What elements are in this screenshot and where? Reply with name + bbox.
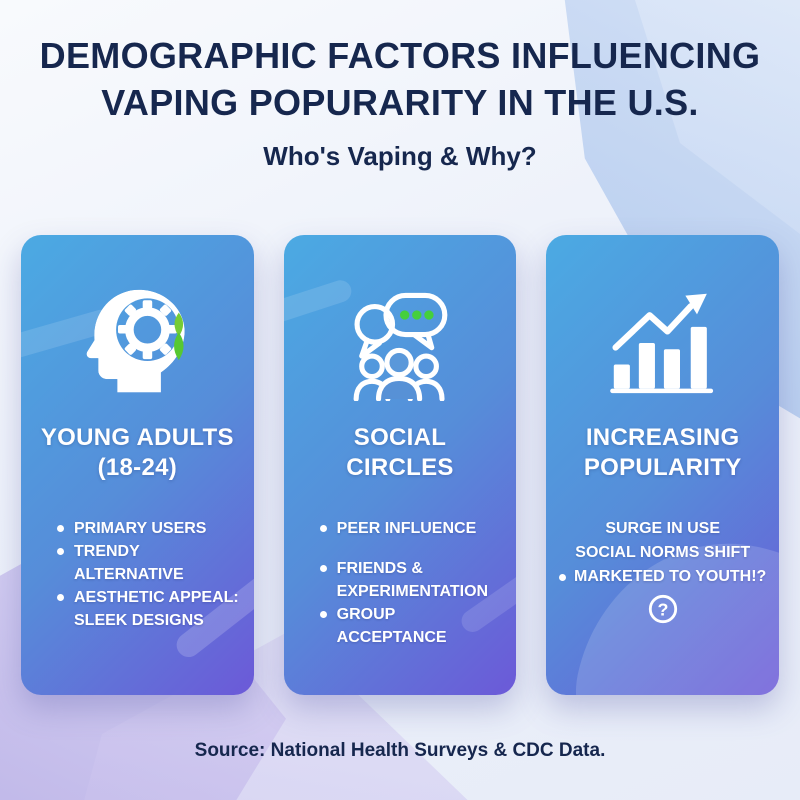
page-title-line1: DEMOGRAPHIC FACTORS INFLUENCING [39, 35, 761, 76]
source-text: Source: National Health Surveys & CDC Da… [194, 740, 606, 761]
list-item: PRIMARY USERS [57, 517, 240, 540]
page-subtitle: Who's Vaping & Why? [263, 141, 537, 171]
card-bullet-list: PRIMARY USERS TRENDY ALTERNATIVE AESTHET… [21, 517, 254, 632]
card-title: INCREASING POPULARITY [583, 424, 742, 481]
card-bullet-list: SURGE IN USE SOCIAL NORMS SHIFT MARKETED… [546, 517, 779, 589]
page-title-line2: VAPING POPURARITY IN THE U.S. [101, 82, 699, 123]
cards-row: YOUNG ADULTS (18-24) PRIMARY USERS TRENDY… [21, 235, 780, 695]
speech-bubbles-people-icon [284, 283, 517, 403]
list-item: TRENDY ALTERNATIVE [57, 540, 240, 586]
growth-chart-icon [546, 283, 779, 403]
list-item: FRIENDS & EXPERIMENTATION [319, 557, 503, 603]
leaf-glyph [174, 312, 184, 361]
list-item: AESTHETIC APPEAL: SLEEK DESIGNS [57, 586, 240, 632]
list-item: GROUP ACCEPTANCE [319, 603, 503, 649]
card-increasing-popularity: INCREASING POPULARITY SURGE IN USE SOCIAL… [546, 235, 780, 695]
card-social-circles: SOCIAL CIRCLES PEER INFLUENCE FRIENDS & E… [283, 235, 517, 695]
card-title: YOUNG ADULTS (18-24) [40, 424, 234, 481]
list-item: SOCIAL NORMS SHIFT [575, 544, 751, 561]
page-title: DEMOGRAPHIC FACTORS INFLUENCING VAPING PO… [0, 32, 800, 126]
list-item: PEER INFLUENCE [319, 517, 503, 540]
head-gear-icon [21, 283, 254, 403]
card-bullet-list: PEER INFLUENCE FRIENDS & EXPERIMENTATION… [284, 517, 517, 649]
card-title: SOCIAL CIRCLES [346, 424, 454, 481]
svg-text:?: ? [657, 600, 668, 620]
list-item: MARKETED TO YOUTH!? [556, 565, 769, 589]
card-young-adults: YOUNG ADULTS (18-24) PRIMARY USERS TRENDY… [21, 235, 254, 695]
gear-glyph [118, 300, 178, 360]
list-item: SURGE IN USE [605, 520, 721, 537]
question-mark-icon: ? [546, 593, 779, 625]
